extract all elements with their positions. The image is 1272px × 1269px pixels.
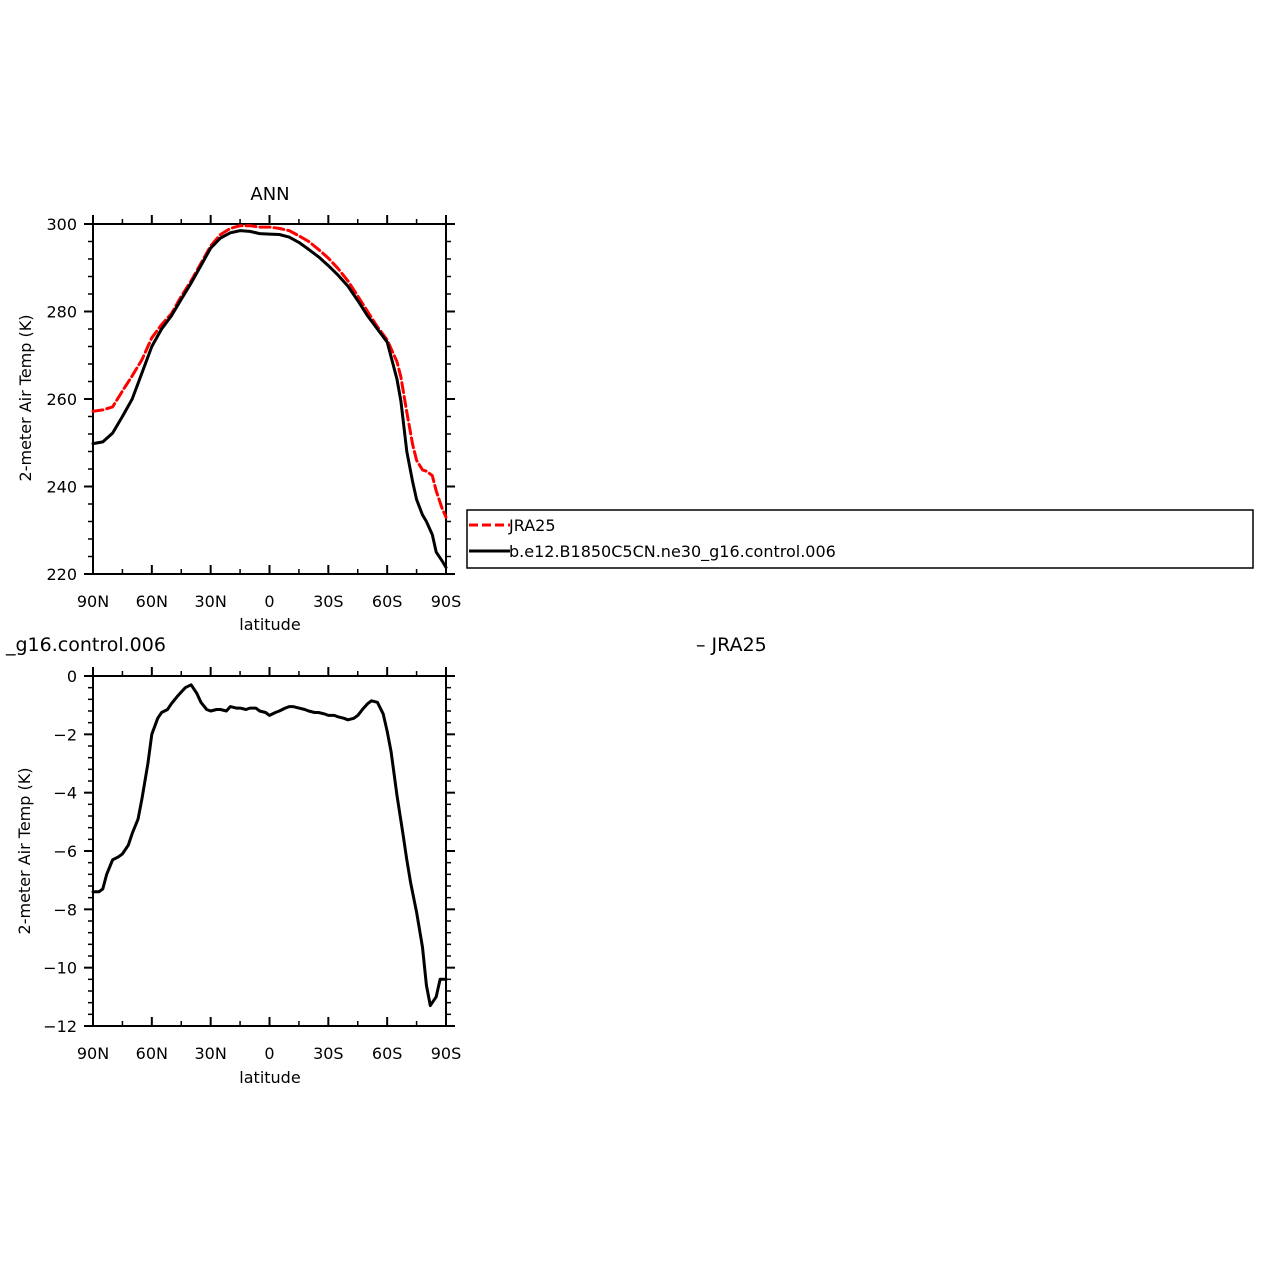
bottom-panel-left-title: _g16.control.006 <box>5 634 166 656</box>
y-tick-label: 240 <box>46 478 77 497</box>
series-line-model <box>91 683 448 1008</box>
legend: JRA25 b.e12.B1850C5CN.ne30_g16.control.0… <box>466 509 1254 569</box>
y-tick-label: 280 <box>46 303 77 322</box>
y-tick-label: −2 <box>53 725 77 744</box>
legend-label-jra25: JRA25 <box>508 516 556 535</box>
x-tick-label: 60S <box>372 592 403 611</box>
x-tick-label: 90S <box>431 592 462 611</box>
x-tick-label: 90N <box>77 1044 109 1063</box>
plot-frame <box>92 675 447 1027</box>
x-tick-label: 0 <box>264 592 274 611</box>
x-tick-label: 30S <box>313 1044 344 1063</box>
x-tick-label: 60N <box>136 592 168 611</box>
x-tick-label: 90S <box>431 1044 462 1063</box>
x-tick-label: 30N <box>195 1044 227 1063</box>
bottom-panel: 90N 60N 30N 0 30S 60S 90S −12 −10 −8 −6 −4 −2 0 latit… <box>15 667 461 1087</box>
top-panel-ylabel: 2-meter Air Temp (K) <box>16 315 35 482</box>
top-panel-title: ANN <box>250 184 289 205</box>
x-tick-label: 90N <box>77 592 109 611</box>
y-tick-label: 220 <box>46 565 77 584</box>
y-tick-label: −8 <box>53 900 77 919</box>
top-panel-plot-area: 90N 60N 30N 0 30S 60S 90S 220 240 260 280 300 <box>46 215 461 611</box>
top-panel: ANN 90N 60N 30N 0 30S 60S 90S 220 240 260 280 300 l… <box>16 184 461 634</box>
y-tick-label: −12 <box>43 1017 77 1036</box>
y-tick-label: −10 <box>43 959 77 978</box>
x-tick-label: 60N <box>136 1044 168 1063</box>
x-tick-label: 30S <box>313 592 344 611</box>
bottom-panel-xlabel: latitude <box>239 1068 300 1087</box>
x-tick-label: 0 <box>264 1044 274 1063</box>
bottom-panel-ylabel: 2-meter Air Temp (K) <box>15 768 34 935</box>
bottom-panel-plot-area: 90N 60N 30N 0 30S 60S 90S −12 −10 −8 −6 −4 −2 0 <box>43 667 461 1063</box>
y-tick-label: 260 <box>46 390 77 409</box>
legend-label-model: b.e12.B1850C5CN.ne30_g16.control.006 <box>509 542 836 562</box>
top-panel-xlabel: latitude <box>239 615 300 634</box>
x-tick-label: 60S <box>372 1044 403 1063</box>
y-tick-label: 0 <box>67 667 77 686</box>
x-tick-label: 30N <box>195 592 227 611</box>
y-tick-label: 300 <box>46 215 77 234</box>
series-line-jra25 <box>91 224 448 519</box>
bottom-panel-right-title: – JRA25 <box>696 634 767 656</box>
plot-frame <box>92 223 447 575</box>
y-tick-label: −6 <box>53 842 77 861</box>
series-line-model <box>91 229 448 569</box>
legend-box <box>466 509 1254 569</box>
y-tick-label: −4 <box>53 784 77 803</box>
